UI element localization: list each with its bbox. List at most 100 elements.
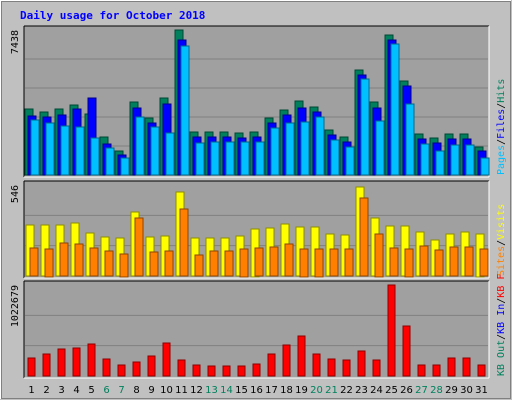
day-label-16: 16	[250, 385, 263, 396]
bar-kb-f-day-8	[132, 361, 141, 377]
legend-item: Files	[496, 109, 507, 139]
bar-sites-day-20	[314, 248, 324, 278]
chart-panels: 7438Pages/Files/Hits546Sites/Visits10226…	[10, 25, 507, 379]
legend-separator: /	[496, 334, 507, 340]
day-label-20: 20	[310, 385, 323, 396]
bar-sites-day-14	[224, 250, 234, 277]
legend-separator: /	[496, 103, 507, 109]
legend-item: Hits	[496, 79, 507, 103]
bar-pages-day-16	[255, 141, 265, 176]
bar-sites-day-9	[149, 251, 159, 277]
legend-item: Sites	[496, 246, 507, 276]
bar-sites-day-29	[449, 246, 459, 277]
legend-separator: /	[496, 240, 507, 246]
panel-middle: 546 Sites/Visits	[10, 180, 507, 279]
bar-kb-f-day-27	[417, 364, 426, 377]
day-label-26: 26	[400, 385, 413, 396]
bar-pages-day-13	[210, 141, 220, 176]
chart-title: Daily usage for October 2018	[20, 9, 205, 22]
bar-pages-day-9	[150, 126, 160, 176]
day-label-10: 10	[160, 385, 173, 396]
bar-kb-f-day-4	[72, 347, 81, 377]
bar-sites-day-22	[344, 248, 354, 277]
bar-kb-f-day-24	[372, 359, 381, 377]
bar-sites-day-4	[74, 243, 84, 277]
bar-kb-f-day-23	[357, 350, 366, 377]
day-label-14: 14	[220, 385, 233, 396]
bar-pages-day-31	[480, 157, 490, 176]
bar-pages-day-4	[75, 126, 85, 176]
bar-pages-day-24	[375, 120, 385, 176]
bar-kb-f-day-21	[327, 358, 336, 377]
day-label-7: 7	[118, 385, 124, 396]
bar-kb-f-day-10	[162, 342, 171, 377]
day-label-23: 23	[355, 385, 368, 396]
bar-kb-f-day-13	[207, 365, 216, 377]
bar-sites-day-31	[479, 248, 489, 277]
panel-bottom-max-label: 1022679	[10, 285, 21, 327]
bar-pages-day-6	[105, 147, 115, 176]
day-label-5: 5	[88, 385, 94, 396]
day-label-1: 1	[28, 385, 34, 396]
bar-sites-day-15	[239, 248, 249, 278]
day-label-2: 2	[43, 385, 49, 396]
bar-pages-day-28	[435, 150, 445, 176]
bar-kb-f-day-17	[267, 353, 276, 377]
bar-sites-day-27	[419, 245, 429, 277]
bar-sites-day-16	[254, 247, 264, 277]
bar-pages-day-21	[330, 139, 340, 176]
bar-pages-day-2	[45, 122, 55, 176]
bar-sites-day-13	[209, 250, 219, 277]
bar-kb-f-day-5	[87, 343, 96, 377]
bar-pages-day-12	[195, 142, 205, 176]
day-label-9: 9	[148, 385, 154, 396]
day-label-8: 8	[133, 385, 139, 396]
day-label-21: 21	[325, 385, 338, 396]
bar-kb-f-day-31	[477, 364, 486, 377]
bar-kb-f-day-20	[312, 353, 321, 377]
day-label-15: 15	[235, 385, 248, 396]
day-labels: 1 2 3 4 5 6 7 8 9 10 11 12 13 14 15 16 17 18 19 20 21 22 23 24 2…	[28, 385, 488, 396]
day-label-28: 28	[430, 385, 443, 396]
bar-sites-day-23	[359, 197, 369, 277]
bar-sites-day-18	[284, 243, 294, 277]
legend-item: KB F	[496, 274, 507, 298]
panel-middle-max-label: 546	[10, 185, 21, 203]
bar-pages-day-17	[270, 127, 280, 176]
legend-item: KB Out	[496, 340, 507, 376]
bar-kb-f-day-11	[177, 359, 186, 377]
panel-top-legend: Pages/Files/Hits	[496, 79, 507, 175]
bar-sites-day-17	[269, 246, 279, 277]
bar-pages-day-3	[60, 125, 70, 176]
bar-sites-day-26	[404, 248, 414, 278]
day-label-30: 30	[460, 385, 473, 396]
bar-pages-day-22	[345, 146, 355, 176]
bar-sites-day-25	[389, 247, 399, 277]
bar-pages-day-26	[405, 103, 415, 176]
bar-sites-day-19	[299, 248, 309, 278]
bar-pages-day-15	[240, 141, 250, 176]
day-label-25: 25	[385, 385, 398, 396]
bar-kb-f-day-7	[117, 364, 126, 377]
panel-bottom-background	[24, 281, 489, 378]
bar-pages-day-1	[30, 119, 40, 176]
bar-kb-f-day-2	[42, 353, 51, 377]
series-kb-f	[27, 284, 486, 377]
bar-kb-f-day-26	[402, 325, 411, 377]
day-label-13: 13	[205, 385, 218, 396]
bar-pages-day-5	[90, 137, 100, 176]
bar-sites-day-2	[44, 248, 54, 278]
bar-pages-day-29	[450, 144, 460, 176]
panel-top-max-label: 7438	[10, 30, 21, 54]
bar-kb-f-day-12	[192, 364, 201, 377]
day-label-24: 24	[370, 385, 383, 396]
day-label-18: 18	[280, 385, 293, 396]
panel-top: 7438 Pages/Files/Hits	[10, 25, 507, 178]
bar-kb-f-day-3	[57, 348, 66, 377]
legend-separator: /	[496, 139, 507, 145]
legend-item: KB In	[496, 304, 507, 334]
